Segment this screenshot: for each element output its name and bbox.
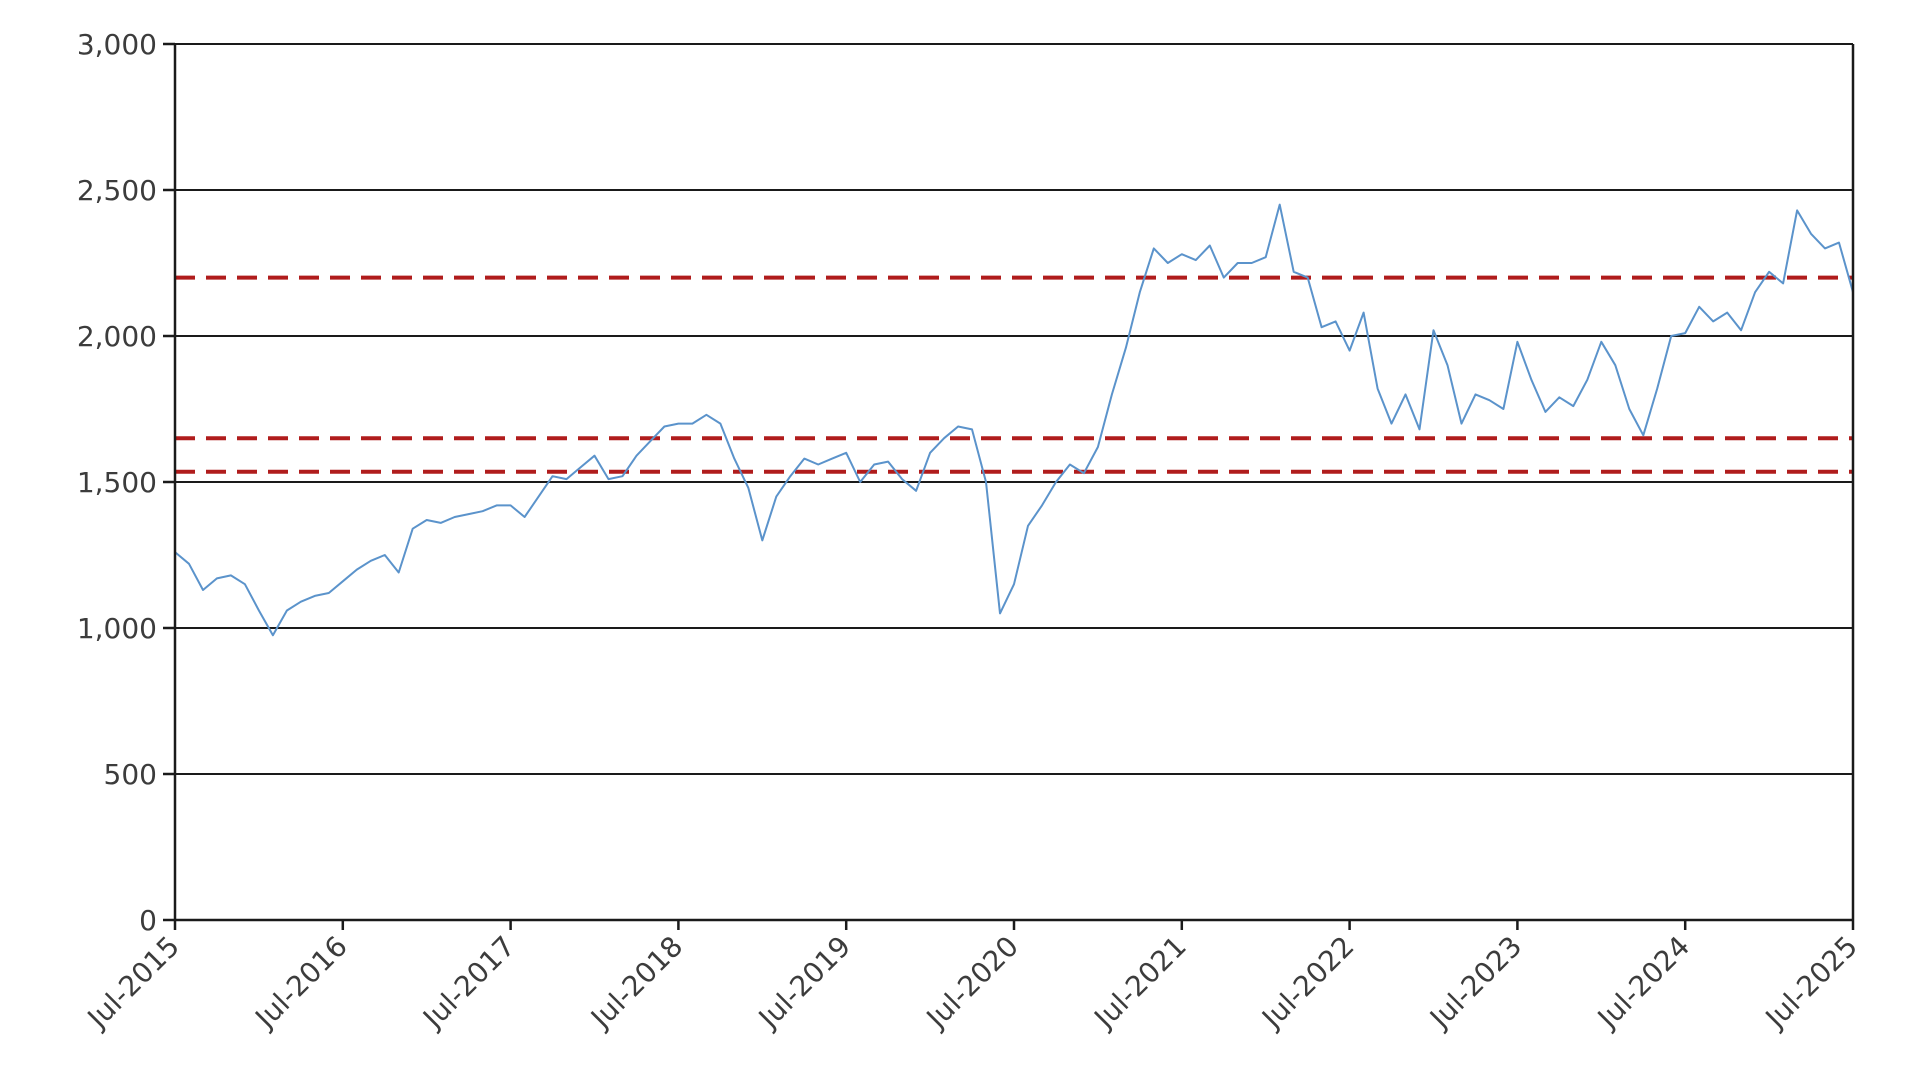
- x-tick-label: Jul-2016: [248, 930, 354, 1036]
- x-tick-label: Jul-2024: [1590, 930, 1696, 1036]
- x-tick-label: Jul-2020: [919, 930, 1025, 1036]
- y-tick-label: 2,000: [77, 320, 157, 353]
- x-axis-ticks: Jul-2015 Jul-2016 Jul-2017 Jul-2018 Jul-2019…: [80, 920, 1864, 1036]
- x-tick-label: Jul-2025: [1758, 930, 1864, 1036]
- series-layer: [174, 203, 1854, 637]
- gridlines: [175, 43, 1853, 921]
- x-tick-label: Jul-2015: [80, 930, 186, 1036]
- y-tick-label: 500: [104, 758, 157, 791]
- x-tick-label: Jul-2019: [751, 930, 857, 1036]
- series-line: [174, 203, 1854, 637]
- x-tick-label: Jul-2018: [583, 930, 689, 1036]
- y-tick-label: 3,000: [77, 28, 157, 61]
- x-tick-label: Jul-2023: [1422, 930, 1528, 1036]
- x-tick-label: Jul-2017: [415, 930, 521, 1036]
- y-tick-label: 0: [139, 904, 157, 937]
- x-tick-label: Jul-2021: [1087, 930, 1193, 1036]
- y-tick-label: 1,000: [77, 612, 157, 645]
- y-axis-ticks: 0 500 1,000 1,500 2,000 2,500 3,000: [77, 28, 175, 937]
- reference-lines: [175, 275, 1853, 474]
- y-tick-label: 2,500: [77, 174, 157, 207]
- x-tick-label: Jul-2022: [1254, 930, 1360, 1036]
- y-tick-label: 1,500: [77, 466, 157, 499]
